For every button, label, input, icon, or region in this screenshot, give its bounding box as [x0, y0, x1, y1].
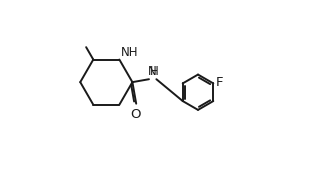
Text: F: F — [215, 76, 223, 89]
Text: O: O — [130, 108, 141, 121]
Text: H: H — [150, 65, 158, 78]
Text: N: N — [147, 65, 156, 78]
Text: NH: NH — [121, 46, 138, 59]
